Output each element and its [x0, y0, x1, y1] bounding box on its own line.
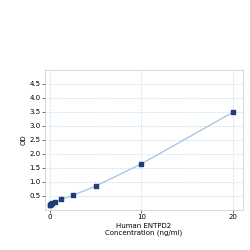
Point: [59, 197, 63, 201]
Point: [48, 203, 52, 207]
Point: [140, 162, 143, 166]
Y-axis label: OD: OD: [21, 135, 27, 145]
Point: [49, 202, 53, 206]
Point: [53, 200, 57, 204]
Point: [48, 203, 52, 207]
Point: [70, 194, 74, 198]
X-axis label: Human ENTPD2
Concentration (ng/ml): Human ENTPD2 Concentration (ng/ml): [105, 223, 182, 236]
Point: [231, 110, 235, 114]
Point: [50, 201, 54, 205]
Point: [94, 184, 98, 188]
